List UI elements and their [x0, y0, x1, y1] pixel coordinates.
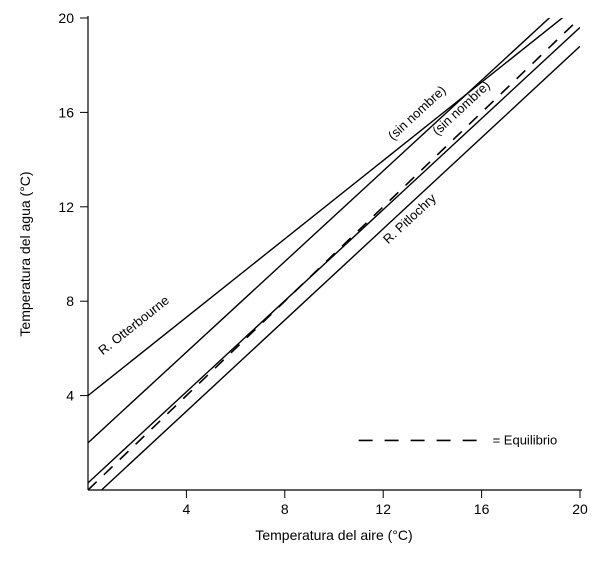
x-ticks: 4 8 12 16 20: [183, 490, 588, 517]
y-tick-label: 16: [58, 104, 74, 120]
y-tick-label: 4: [66, 388, 74, 404]
legend-text: = Equilibrio: [493, 432, 558, 447]
y-tick-label: 20: [58, 10, 74, 26]
x-tick-label: 4: [183, 501, 191, 517]
series-group: [88, 0, 580, 490]
chart-svg: 4 8 12 16 20 4 8 12 16 20 Temperatura del aire (°C…: [0, 0, 600, 573]
series-sin_nombre_lower: [88, 27, 580, 482]
series-sin_nombre_upper: [88, 0, 580, 443]
y-ticks: 4 8 12 16 20: [58, 10, 88, 404]
series-pitlochry: [102, 46, 580, 490]
chart-container: 4 8 12 16 20 4 8 12 16 20 Temperatura del aire (°C…: [0, 0, 600, 573]
x-tick-label: 8: [281, 501, 289, 517]
y-axis-title: Temperatura del agua (°C): [17, 171, 33, 336]
x-tick-label: 16: [474, 501, 490, 517]
x-tick-label: 12: [375, 501, 391, 517]
x-axis-title: Temperatura del aire (°C): [255, 527, 412, 543]
legend: = Equilibrio: [359, 432, 558, 447]
x-tick-label: 20: [572, 501, 588, 517]
series-otterbourne: [88, 4, 580, 396]
series-label-pitlochry: R. Pitlochry: [380, 190, 439, 247]
y-tick-label: 8: [66, 293, 74, 309]
y-tick-label: 12: [58, 199, 74, 215]
series-equilibrium: [88, 18, 580, 490]
series-label-otterbourne: R. Otterbourne: [95, 293, 172, 358]
